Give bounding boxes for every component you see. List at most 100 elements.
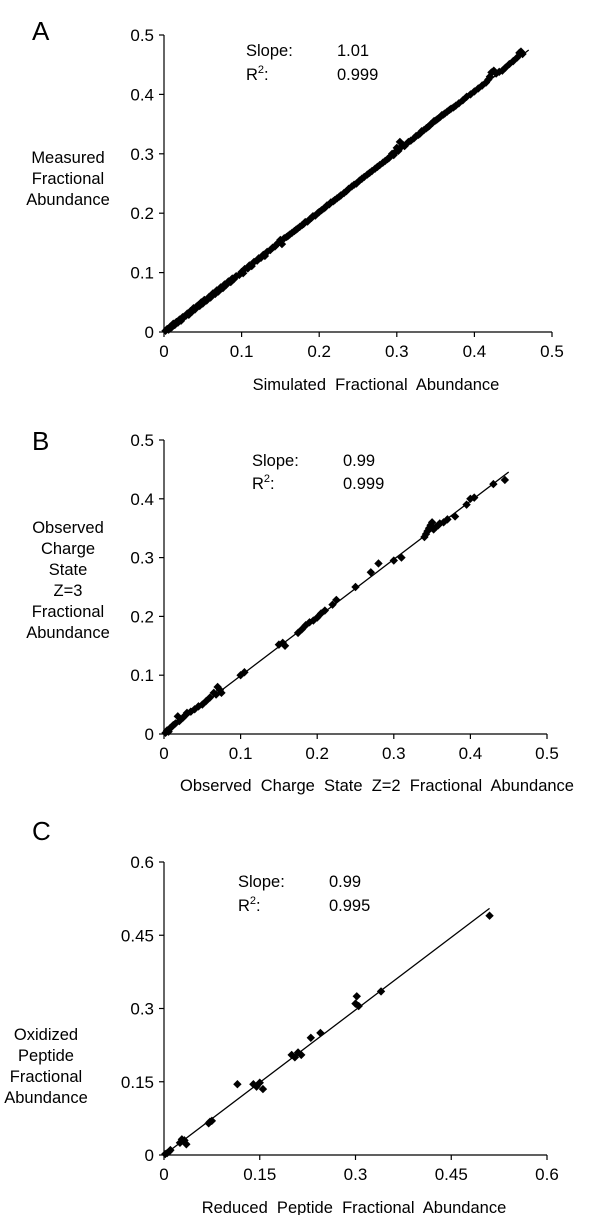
data-point (328, 600, 337, 609)
x-tick-label: 0.1 (230, 342, 254, 361)
data-point (352, 179, 361, 188)
y-axis-label-line: Z=3 (54, 582, 83, 600)
slope-label: Slope: (238, 873, 285, 891)
data-point (397, 553, 406, 562)
data-point (280, 641, 290, 650)
data-point (439, 518, 448, 527)
data-point (236, 671, 245, 680)
panel-letter: C (32, 816, 51, 846)
y-axis-label-line: Oxidized (14, 1026, 78, 1044)
y-axis-label-line: Fractional (10, 1068, 82, 1086)
x-tick-label: 0.2 (307, 342, 331, 361)
r2-colon: : (264, 66, 269, 84)
y-tick-label: 0.3 (130, 1000, 154, 1019)
panel-letter: A (32, 16, 50, 46)
y-axis-label-line: Peptide (18, 1047, 74, 1065)
data-point (201, 696, 211, 706)
data-point (290, 1053, 300, 1062)
panel-letter: B (32, 426, 49, 456)
data-point (427, 518, 437, 527)
y-tick-label: 0.4 (130, 85, 154, 104)
data-point (316, 609, 326, 618)
r2-superscript: 2 (250, 895, 256, 907)
x-tick-label: 0.5 (540, 342, 564, 361)
r2-value: 0.999 (337, 66, 378, 84)
x-axis-label: Simulated Fractional Abundance (253, 376, 500, 394)
data-point (211, 289, 220, 299)
data-point (351, 999, 360, 1008)
y-tick-label: 0.3 (130, 549, 154, 568)
x-tick-label: 0 (159, 1165, 168, 1184)
data-point (206, 293, 215, 302)
data-point (485, 911, 494, 920)
data-point (182, 1140, 191, 1149)
data-point (489, 479, 498, 489)
data-point (313, 613, 322, 622)
data-point (320, 606, 330, 615)
data-point (424, 524, 434, 533)
data-point (374, 559, 383, 568)
r2-label: R2: (252, 473, 275, 493)
x-tick-label: 0.45 (435, 1165, 468, 1184)
data-point (505, 59, 514, 69)
x-axis-label: Observed Charge State Z=2 Fractional Abu… (180, 777, 574, 795)
y-tick-label: 0.5 (130, 26, 154, 45)
data-point (274, 640, 284, 649)
r2-colon: : (256, 897, 261, 915)
data-point (297, 625, 307, 634)
data-point (240, 668, 249, 677)
y-tick-label: 0 (145, 323, 154, 342)
data-point (470, 493, 479, 502)
data-point (229, 274, 239, 284)
slope-label: Slope: (246, 42, 293, 60)
data-point (421, 529, 431, 539)
y-tick-label: 0.6 (130, 853, 154, 872)
y-tick-label: 0.1 (130, 666, 154, 685)
slope-value: 0.99 (329, 873, 361, 891)
data-point (518, 49, 527, 59)
data-point (233, 1079, 242, 1089)
r2-value: 0.999 (343, 475, 384, 493)
data-point (376, 987, 386, 996)
x-tick-label: 0.4 (463, 342, 487, 361)
data-point (462, 500, 471, 509)
r2-value: 0.995 (329, 897, 370, 915)
x-tick-label: 0.5 (535, 744, 559, 763)
x-tick-label: 0 (159, 342, 168, 361)
data-point (352, 992, 361, 1001)
y-tick-label: 0.2 (130, 607, 154, 626)
data-point (306, 1033, 316, 1042)
data-point (316, 1028, 325, 1038)
y-tick-label: 0.45 (121, 926, 154, 945)
slope-label: Slope: (252, 452, 299, 470)
y-axis-label-line: State (49, 561, 88, 579)
data-point (180, 1136, 189, 1145)
data-point (164, 727, 173, 736)
x-tick-label: 0.2 (305, 744, 329, 763)
x-tick-label: 0 (159, 744, 168, 763)
r2-colon: : (270, 475, 275, 493)
y-tick-label: 0.4 (130, 490, 154, 509)
data-point (249, 1079, 258, 1089)
r2-letter: R (246, 66, 258, 84)
data-point (258, 1084, 268, 1094)
data-point (305, 618, 314, 627)
y-axis-label-line: Abundance (4, 1089, 88, 1107)
data-point (509, 56, 518, 66)
r2-letter: R (238, 897, 250, 915)
r2-label: R2: (238, 895, 261, 915)
data-point (332, 595, 341, 605)
data-point (500, 475, 510, 485)
data-point (297, 1050, 306, 1060)
x-tick-label: 0.1 (229, 744, 253, 763)
data-point (420, 532, 429, 542)
r2-superscript: 2 (258, 64, 264, 76)
data-point (255, 1078, 264, 1087)
y-axis-label-line: Observed (32, 519, 104, 537)
data-point (166, 1145, 175, 1155)
y-tick-label: 0.3 (130, 145, 154, 164)
data-point (389, 556, 398, 565)
data-point (235, 270, 244, 280)
panel-b: B 0 0.1 0.2 0.3 0.4 0.5 0 0.1 0.2 0.3 0.4 0.5 Observe… (26, 426, 574, 795)
